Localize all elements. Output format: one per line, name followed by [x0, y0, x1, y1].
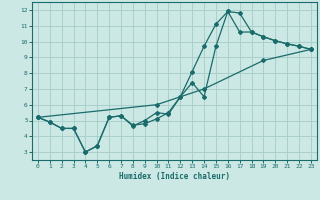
X-axis label: Humidex (Indice chaleur): Humidex (Indice chaleur) — [119, 172, 230, 181]
